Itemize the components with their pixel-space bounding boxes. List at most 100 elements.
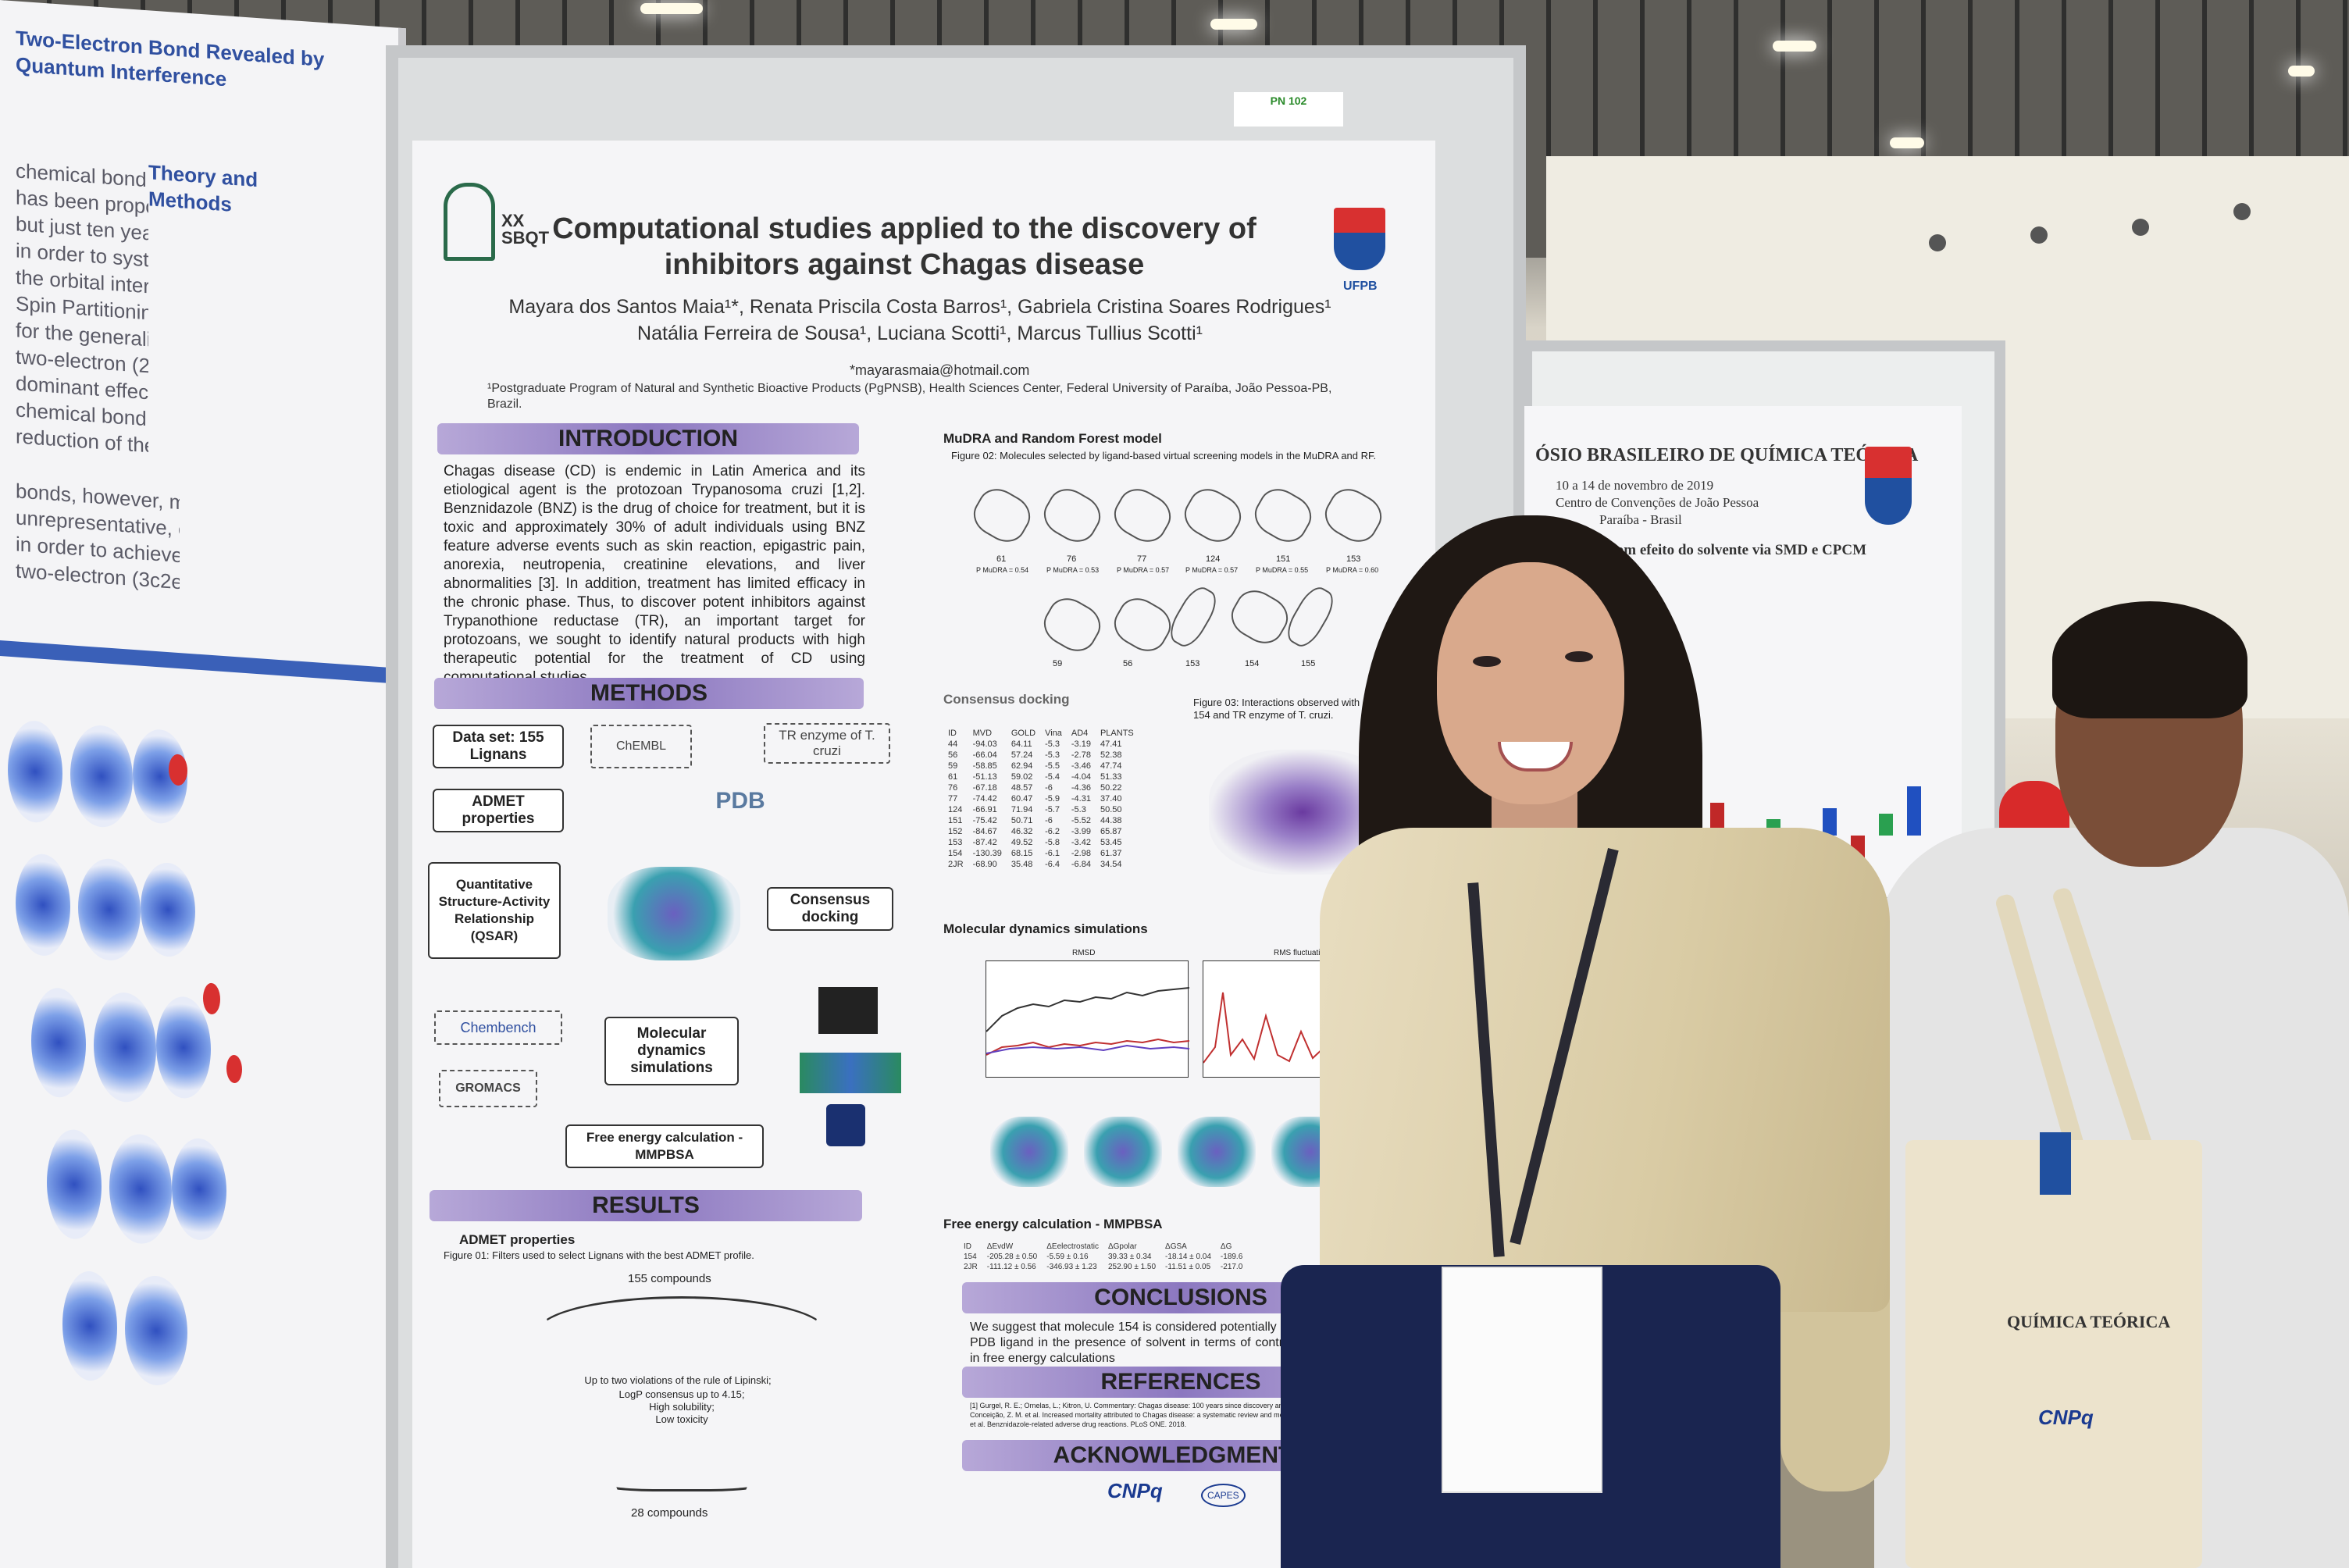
- atom-marker: [203, 982, 220, 1015]
- orbital-plot: [47, 1128, 102, 1242]
- table-cell: -5.3: [1045, 750, 1060, 760]
- table-cell: 56: [948, 750, 958, 760]
- orbital-plot: [8, 718, 62, 825]
- bar: [1710, 803, 1724, 836]
- docking-table-body: 44 -94.03 64.11 -5.3 -3.19 47.41 56 -66.04 57.24…: [943, 739, 1139, 870]
- table-cell: -5.4: [1045, 772, 1060, 782]
- molecule-structure: [1247, 481, 1319, 550]
- free-energy-box: Free energy calculation - MMPBSA: [565, 1124, 764, 1168]
- molecule-structure: [1177, 481, 1249, 550]
- table-cell: -3.99: [1071, 827, 1091, 836]
- table-cell: -189.6: [1220, 1253, 1243, 1261]
- woman-blouse: [1320, 828, 1890, 1312]
- eye: [1473, 656, 1501, 667]
- rmsd-traces: [986, 987, 1190, 1056]
- table-cell: -205.28 ± 0.50: [986, 1253, 1038, 1261]
- table-cell: 49.52: [1011, 838, 1033, 847]
- table-cell: 47.41: [1100, 739, 1122, 749]
- table-cell: 61.37: [1100, 849, 1122, 858]
- table-cell: -5.7: [1045, 805, 1060, 814]
- mudra-score: P MuDRA = 0.54: [976, 566, 1029, 574]
- poster-email: *mayarasmaia@hotmail.com: [850, 362, 1030, 378]
- dataset-box: Data set: 155 Lignans: [433, 725, 564, 768]
- table-cell: 50.71: [1011, 816, 1033, 825]
- table-header: AD4: [1071, 729, 1089, 738]
- table-cell: -18.14 ± 0.04: [1165, 1253, 1211, 1261]
- table-row: 153 -87.42 49.52 -5.8 -3.42 53.45: [943, 837, 1139, 848]
- mol-id: 153: [1346, 554, 1361, 564]
- wall-vent: [2132, 219, 2149, 236]
- table-cell: 62.94: [1011, 761, 1033, 771]
- table-cell: -346.93 ± 1.23: [1046, 1263, 1097, 1271]
- table-cell: -6.4: [1045, 860, 1060, 869]
- mol-id: 61: [996, 554, 1007, 564]
- table-row: 124 -66.91 71.94 -5.7 -5.3 50.50: [943, 804, 1139, 815]
- table-cell: 153: [948, 838, 963, 847]
- table-cell: -84.67: [972, 827, 997, 836]
- table-cell: -5.3: [1045, 739, 1060, 749]
- bar: [1907, 786, 1921, 836]
- table-cell: 47.74: [1100, 761, 1122, 771]
- tr-enzyme-source: TR enzyme of T. cruzi: [764, 723, 890, 764]
- table-cell: -6.84: [1071, 860, 1091, 869]
- tote-bag: QUÍMICA TEÓRICA CNPq: [1905, 1132, 2202, 1568]
- md-subheading: Molecular dynamics simulations: [943, 921, 1148, 936]
- orbital-plot: [172, 1136, 226, 1242]
- table-cell: -5.59 ± 0.16: [1046, 1253, 1089, 1261]
- table-row: 56 -66.04 57.24 -5.3 -2.78 52.38: [943, 750, 1139, 761]
- table-cell: -4.36: [1071, 783, 1091, 793]
- orbital-plot: [31, 985, 86, 1099]
- table-cell: 65.87: [1100, 827, 1122, 836]
- name-badge: [1442, 1267, 1602, 1493]
- table-cell: 37.40: [1100, 794, 1122, 804]
- mol-id: 155: [1301, 659, 1316, 668]
- orbital-plot: [70, 723, 133, 829]
- table-cell: -58.85: [972, 761, 997, 771]
- table-cell: -217.0: [1220, 1263, 1243, 1271]
- table-cell: -2.98: [1071, 849, 1091, 858]
- molecule-structure: [1224, 583, 1296, 651]
- table-cell: -3.46: [1071, 761, 1091, 771]
- md-snapshot: [1084, 1117, 1162, 1187]
- table-cell: -2.78: [1071, 750, 1091, 760]
- md-snapshot: [990, 1117, 1068, 1187]
- cnpq-logo: CNPq: [1107, 1479, 1163, 1502]
- molecule-structure: [1317, 481, 1389, 550]
- introduction-heading: INTRODUCTION: [437, 423, 859, 454]
- table-cell: 34.54: [1100, 860, 1122, 869]
- molecule-structure: [1164, 582, 1223, 652]
- table-cell: 50.22: [1100, 783, 1122, 793]
- table-cell: 76: [948, 783, 958, 793]
- table-cell: -66.91: [972, 805, 997, 814]
- bottom-count: 28 compounds: [631, 1506, 708, 1520]
- table-cell: 48.57: [1011, 783, 1033, 793]
- molecule-structure: [1281, 582, 1340, 652]
- sbqt-logo: [444, 183, 495, 261]
- right-poster-dates: 10 a 14 de novembro de 2019: [1556, 478, 1714, 493]
- table-cell: 59: [948, 761, 958, 771]
- orbital-plot: [156, 994, 211, 1100]
- mol-id: 153: [1185, 659, 1200, 668]
- table-cell: 124: [948, 805, 963, 814]
- table-cell: 154: [964, 1253, 977, 1261]
- man-hair: [2052, 601, 2247, 718]
- mudra-subheading: MuDRA and Random Forest model: [943, 431, 1162, 446]
- table-cell: 60.47: [1011, 794, 1033, 804]
- table-cell: 61: [948, 772, 958, 782]
- docking-table: ID MVD GOLD Vina AD4 PLANTS 44 -94.03 64.1…: [943, 728, 1139, 870]
- table-cell: -3.19: [1071, 739, 1091, 749]
- orbital-plot: [109, 1131, 172, 1246]
- consensus-subheading: Consensus docking: [943, 692, 1070, 707]
- molecule-structure: [966, 481, 1038, 550]
- conclusions-text: We suggest that molecule 154 is consider…: [970, 1320, 1376, 1365]
- table-row: 76 -67.18 48.57 -6 -4.36 50.22: [943, 782, 1139, 793]
- mol-id: 59: [1053, 659, 1063, 668]
- table-cell: -111.12 ± 0.56: [986, 1263, 1036, 1271]
- filter-1: Up to two violations of the rule of Lipi…: [584, 1374, 772, 1386]
- main-poster: XX SBQT UFPB Computational studies appli…: [412, 141, 1435, 1568]
- table-header-row: ID ΔEvdW ΔEelectrostatic ΔGpolar ΔGSA ΔG: [959, 1242, 1247, 1252]
- table-header: MVD: [972, 729, 993, 738]
- chembl-source: ChEMBL: [590, 725, 692, 768]
- mudra-score: P MuDRA = 0.57: [1185, 566, 1239, 574]
- wall-vent: [2233, 203, 2251, 220]
